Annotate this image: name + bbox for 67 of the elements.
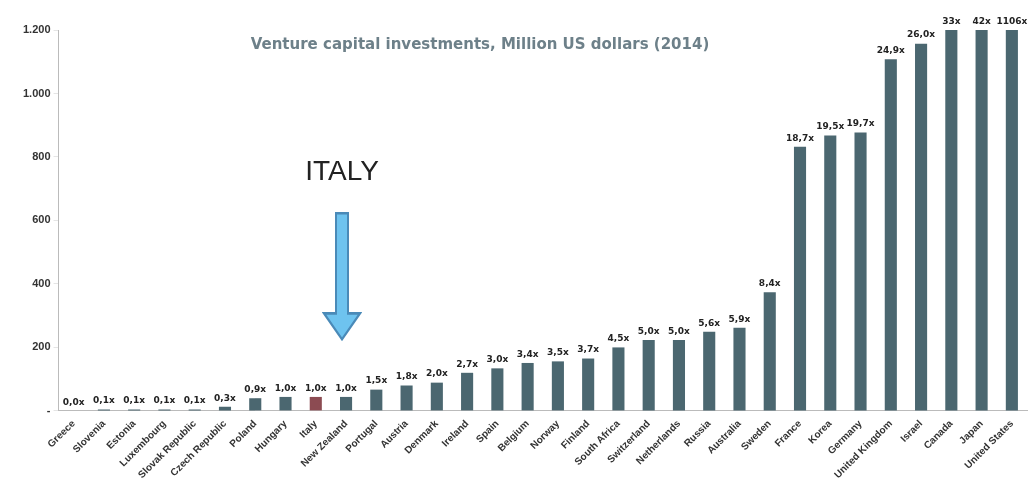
bar (339, 396, 353, 411)
bar (1005, 30, 1018, 411)
annotation: 1,0x (304, 382, 327, 393)
annotation: 19,5x (816, 121, 845, 132)
y-tick-label: 400 (32, 276, 51, 289)
bar (491, 368, 504, 411)
y-tick-label: - (46, 403, 51, 416)
bar (249, 398, 262, 411)
bar (309, 396, 322, 411)
annotation: 1,5x (365, 375, 388, 386)
bar (400, 385, 413, 411)
annotation: 0,3x (214, 392, 237, 403)
annotation: 0,9x (244, 384, 267, 395)
annotation: 5,0x (668, 325, 691, 336)
annotation: 18,7x (786, 132, 815, 143)
bar (551, 361, 564, 411)
annotation: 19,7x (846, 118, 875, 129)
annotation: 1,0x (274, 382, 297, 393)
bar (461, 372, 474, 411)
annotation: 42x (972, 15, 991, 26)
bar (793, 146, 807, 411)
annotation: 0,1x (123, 395, 146, 406)
annotation: 24,9x (876, 45, 906, 56)
y-tick-label: 1.000 (23, 86, 51, 99)
bar (672, 340, 686, 411)
annotation: 26,0x (907, 29, 936, 40)
bar (370, 389, 383, 411)
annotation: 0,1x (183, 395, 206, 406)
bar (763, 292, 776, 411)
annotation: 3,7x (577, 344, 600, 355)
bar (975, 30, 988, 411)
bar (642, 340, 655, 411)
bar (521, 362, 534, 411)
annotation: 0,1x (93, 395, 115, 406)
y-tick-label: 600 (32, 213, 51, 226)
bar (733, 327, 746, 411)
annotation: 3,5x (547, 347, 569, 358)
annotation: 5,0x (637, 325, 660, 336)
annotation: ITALY (305, 154, 380, 186)
annotation: 0,1x (153, 395, 176, 406)
bar (945, 30, 958, 411)
chart-title: Venture capital investments, Million US dollars (2014) (250, 34, 710, 53)
bar (854, 132, 867, 411)
annotation: 1,0x (335, 382, 358, 393)
bar (430, 382, 443, 411)
y-tick-label: 1.200 (23, 23, 51, 36)
bar (884, 59, 897, 411)
bar (582, 358, 595, 411)
annotation: 3,4x (516, 348, 539, 359)
annotation: 0,0x (62, 396, 85, 407)
bar (279, 396, 292, 411)
annotation: 1106x (996, 15, 1028, 26)
annotation: 2,0x (425, 368, 448, 379)
bar (703, 331, 716, 411)
annotation: 3,0x (486, 354, 509, 365)
y-tick-label: 800 (32, 150, 51, 162)
annotation: 5,9x (728, 313, 751, 324)
annotation: 1,8x (395, 371, 418, 382)
bar (824, 135, 837, 411)
bar (915, 43, 928, 411)
annotation: 4,5x (607, 333, 630, 344)
annotation: 8,4x (758, 278, 781, 289)
annotation: 33x (942, 15, 961, 26)
y-tick-label: 200 (32, 340, 51, 353)
bar (612, 347, 625, 411)
annotation: 5,6x (698, 317, 721, 328)
annotation: 2,7x (456, 358, 479, 369)
